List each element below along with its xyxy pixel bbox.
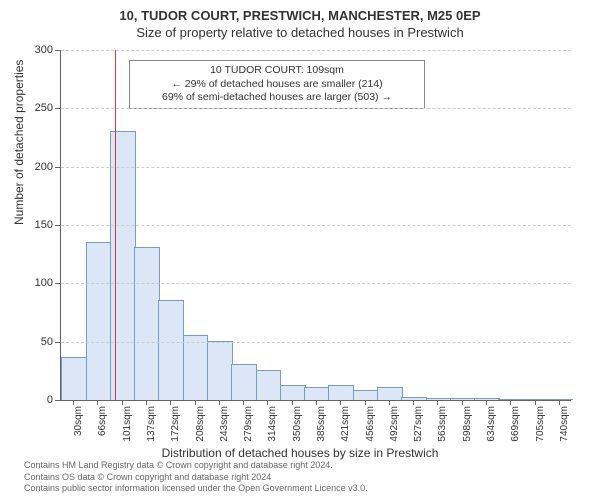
footer-line3: Contains public sector information licen… [24,483,590,494]
x-tick [292,400,293,405]
histogram-bar [231,364,257,400]
annotation-line2: ← 29% of detached houses are smaller (21… [136,78,418,92]
histogram-bar [86,242,112,401]
histogram-bar [547,399,573,400]
footer-attribution: Contains HM Land Registry data © Crown c… [24,460,590,494]
x-tick-label: 279sqm [243,406,254,442]
x-tick [510,400,511,405]
x-tick [365,400,366,405]
x-tick [195,400,196,405]
footer-line2: Contains OS data © Crown copyright and d… [24,472,590,483]
x-tick [437,400,438,405]
chart-container: 10, TUDOR COURT, PRESTWICH, MANCHESTER, … [0,0,600,500]
histogram-bar [158,300,184,400]
histogram-bar [134,247,160,400]
grid-line [61,50,571,51]
y-tick [55,108,61,109]
histogram-bar [353,390,379,400]
y-axis-label: Number of detached properties [12,60,26,225]
x-tick-label: 456sqm [365,406,376,442]
histogram-bar [256,370,282,400]
y-tick-label: 200 [35,161,53,173]
x-tick-label: 172sqm [170,406,181,442]
y-tick [55,50,61,51]
x-tick-label: 314sqm [267,406,278,442]
y-tick-label: 250 [35,102,53,114]
histogram-bar [328,385,354,400]
x-tick [122,400,123,405]
x-tick-label: 66sqm [97,406,108,436]
x-tick [462,400,463,405]
y-tick-label: 300 [35,44,53,56]
x-tick [267,400,268,405]
annotation-line1: 10 TUDOR COURT: 109sqm [136,64,418,78]
y-tick-label: 150 [35,219,53,231]
histogram-bar [110,131,136,400]
chart-title-sub: Size of property relative to detached ho… [0,23,600,40]
x-tick-label: 30sqm [73,406,84,436]
x-tick [219,400,220,405]
x-tick-label: 563sqm [437,406,448,442]
grid-line [61,283,571,284]
annotation-line3: 69% of semi-detached houses are larger (… [136,91,418,105]
x-tick-label: 385sqm [316,406,327,442]
y-tick [55,225,61,226]
x-tick [146,400,147,405]
histogram-bar [450,398,476,400]
grid-line [61,225,571,226]
y-tick [55,400,61,401]
x-tick-label: 421sqm [340,406,351,442]
y-tick [55,283,61,284]
x-tick-label: 492sqm [389,406,400,442]
x-tick [486,400,487,405]
x-tick-label: 208sqm [195,406,206,442]
histogram-bar [61,357,87,400]
y-tick-label: 50 [41,336,53,348]
x-tick-label: 527sqm [413,406,424,442]
marker-line [115,50,116,400]
chart-title-main: 10, TUDOR COURT, PRESTWICH, MANCHESTER, … [0,0,600,23]
x-tick-label: 598sqm [462,406,473,442]
histogram-bar [377,387,403,400]
x-axis-label: Distribution of detached houses by size … [0,446,600,460]
x-tick [170,400,171,405]
x-tick [73,400,74,405]
plot-area: 10 TUDOR COURT: 109sqm ← 29% of detached… [60,50,571,401]
x-tick-label: 137sqm [146,406,157,442]
y-tick [55,167,61,168]
x-tick [340,400,341,405]
annotation-box: 10 TUDOR COURT: 109sqm ← 29% of detached… [129,60,425,109]
x-tick-label: 243sqm [219,406,230,442]
footer-line1: Contains HM Land Registry data © Crown c… [24,460,590,471]
histogram-bar [280,385,306,400]
grid-line [61,342,571,343]
grid-line [61,108,571,109]
y-tick-label: 100 [35,277,53,289]
x-tick-label: 350sqm [292,406,303,442]
y-tick-label: 0 [47,394,53,406]
x-tick [243,400,244,405]
histogram-bar [207,341,233,400]
x-tick [535,400,536,405]
x-tick [316,400,317,405]
x-tick [559,400,560,405]
x-tick-label: 101sqm [122,406,133,442]
x-tick [97,400,98,405]
x-tick-label: 634sqm [486,406,497,442]
histogram-bar [304,387,330,400]
x-tick [389,400,390,405]
x-tick-label: 669sqm [510,406,521,442]
x-tick-label: 740sqm [559,406,570,442]
x-tick [413,400,414,405]
histogram-bar [183,335,209,400]
y-tick [55,342,61,343]
grid-line [61,167,571,168]
x-tick-label: 705sqm [535,406,546,442]
